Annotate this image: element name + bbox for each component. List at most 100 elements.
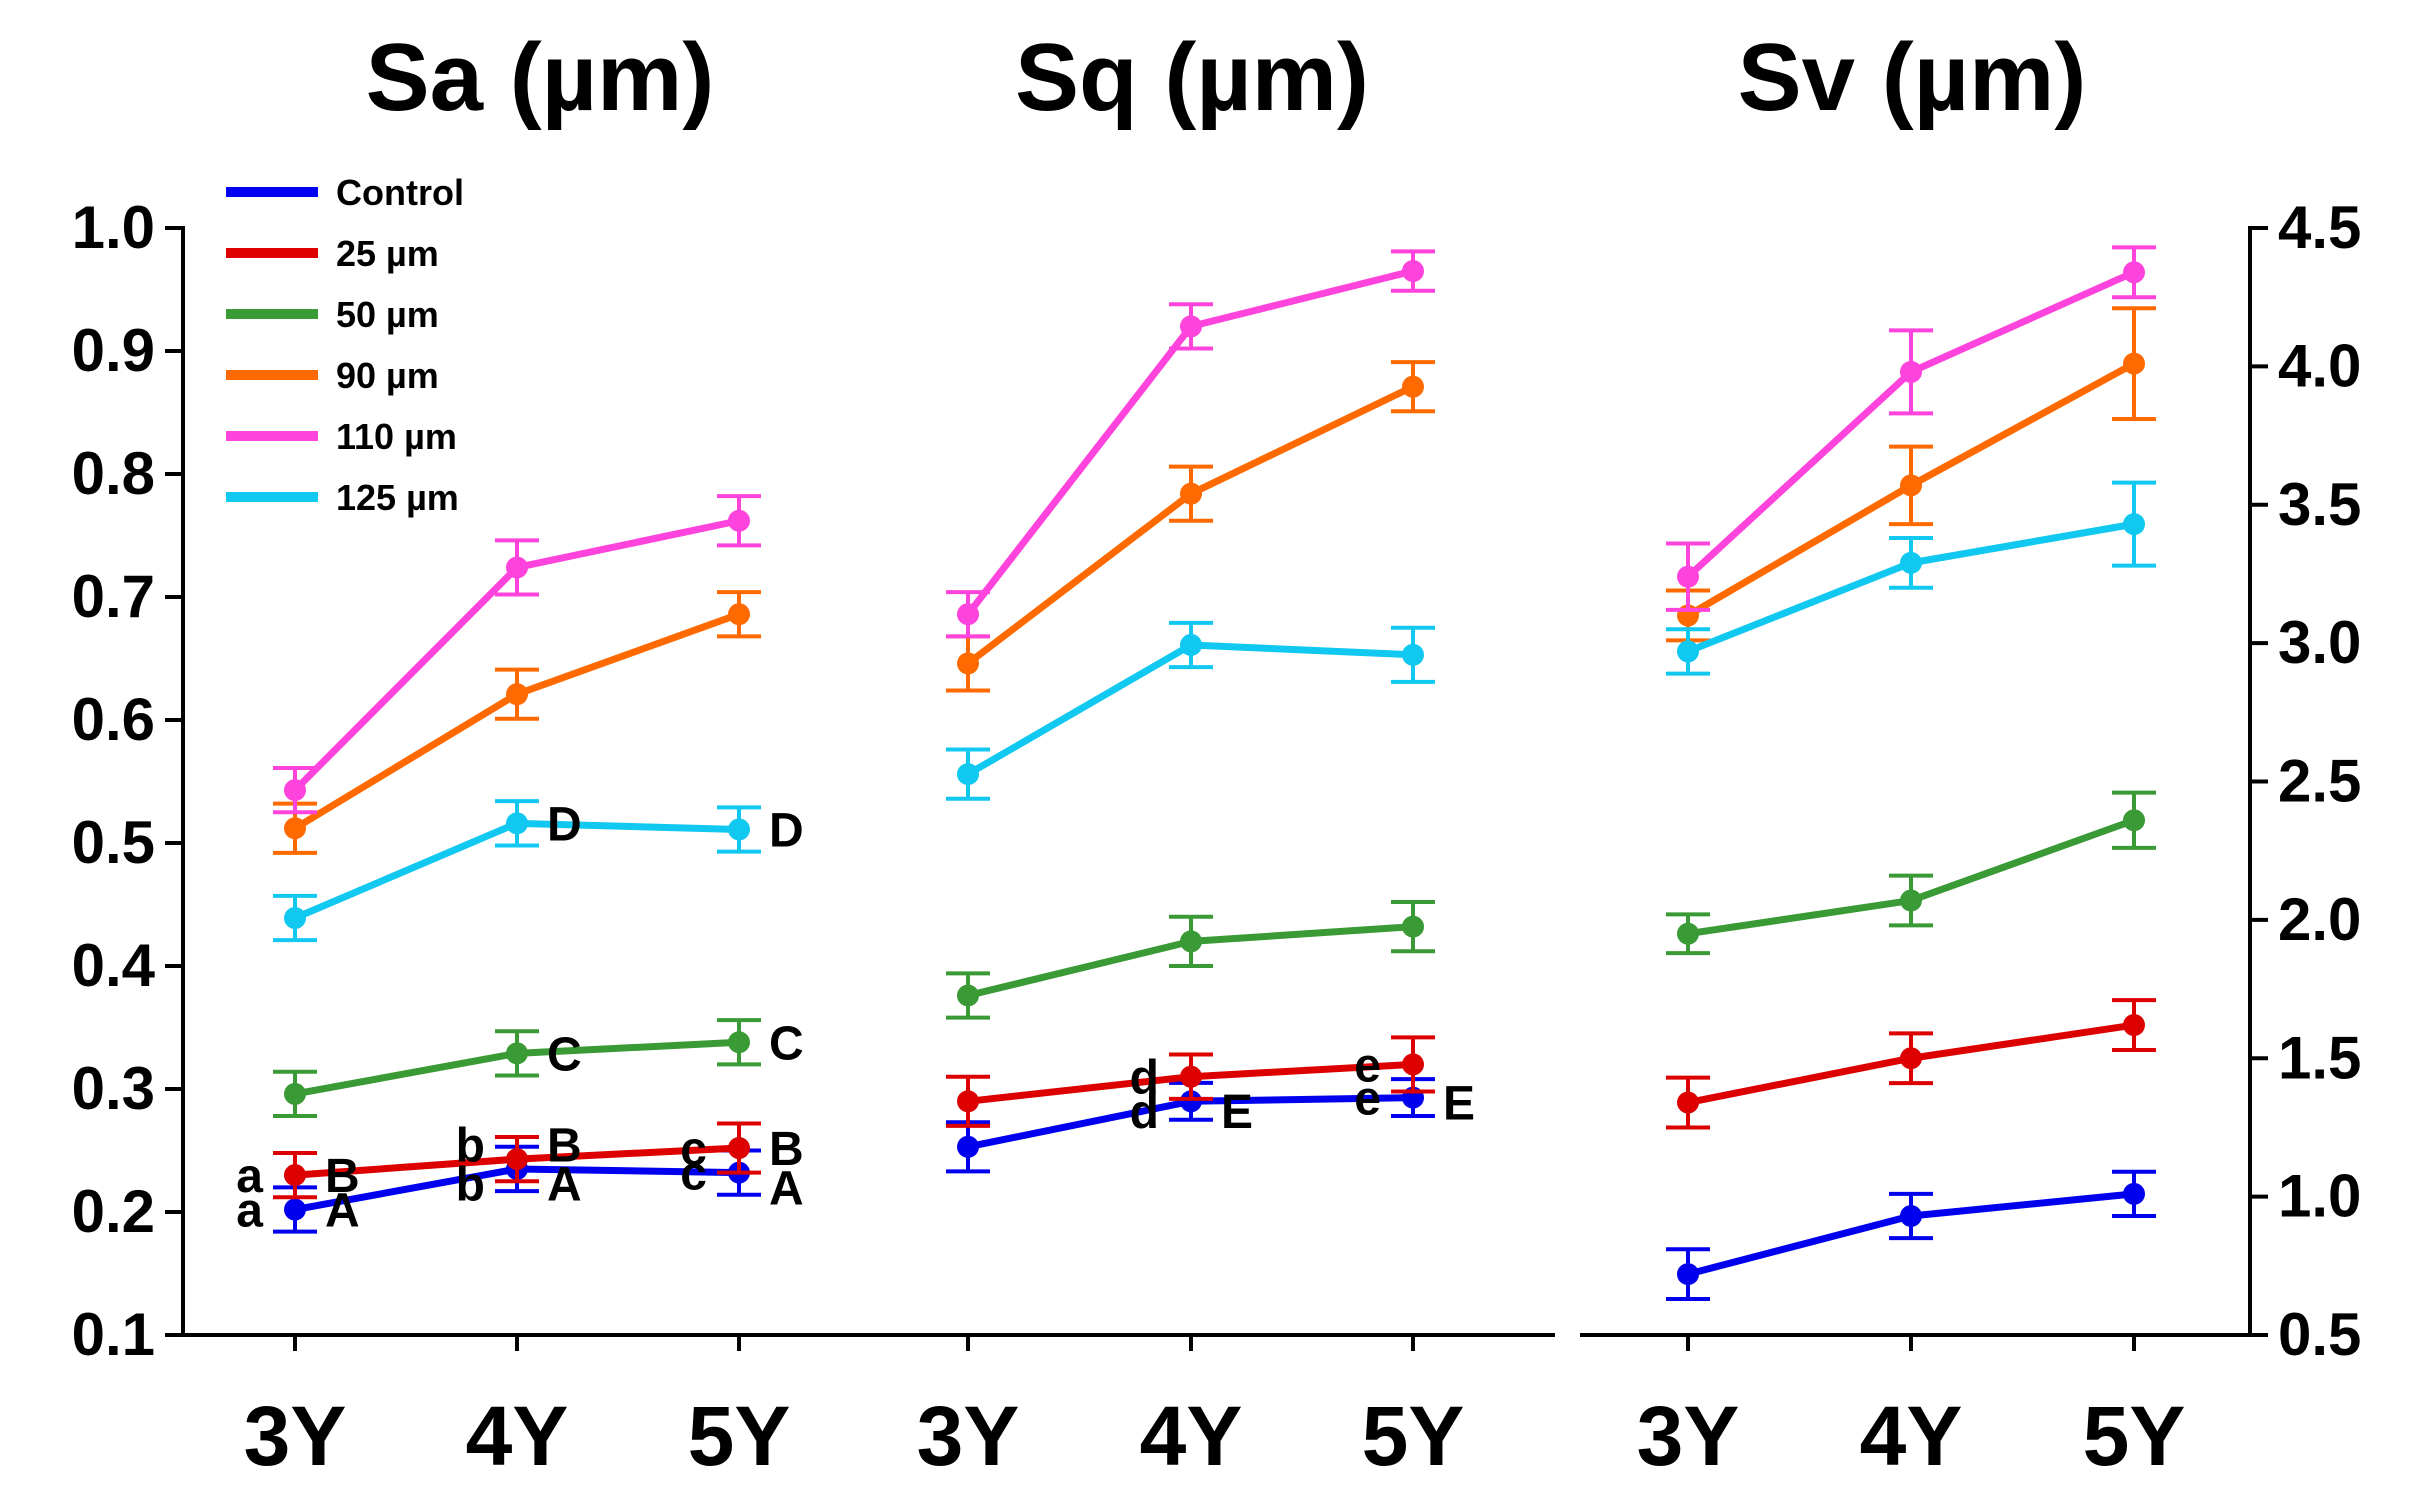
series-50-m <box>1666 790 2156 956</box>
x-tick-label: 3Y <box>917 1389 1020 1483</box>
series-125-m <box>1666 480 2156 676</box>
data-point <box>728 509 750 532</box>
x-tick-label: 3Y <box>1637 1389 1740 1483</box>
legend: Control 25 µm 50 µm 90 µm 110 µm 125 µm <box>226 172 464 518</box>
series-90-m <box>946 360 1435 693</box>
data-point <box>1900 889 1922 912</box>
significance-label: d <box>1130 1086 1159 1139</box>
significance-label: B <box>547 1119 582 1172</box>
data-point <box>2123 513 2145 536</box>
data-point <box>728 818 750 841</box>
significance-label: a <box>236 1150 263 1203</box>
significance-label: C <box>547 1028 582 1081</box>
significance-label: D <box>769 804 804 857</box>
significance-label: a <box>236 1185 263 1238</box>
panel-title: Sa (µm) <box>366 24 715 131</box>
x-tick-label: 4Y <box>1140 1389 1243 1483</box>
data-point <box>957 603 979 626</box>
x-tick-label: 3Y <box>244 1389 347 1483</box>
data-point <box>1900 360 1922 383</box>
data-point <box>284 1082 306 1105</box>
data-point <box>284 1198 306 1221</box>
series-110-m <box>946 249 1435 639</box>
right-y-tick-label: 3.0 <box>2278 609 2361 676</box>
significance-label: b <box>456 1159 485 1212</box>
data-point <box>284 907 306 930</box>
right-y-tick-label: 2.0 <box>2278 886 2361 953</box>
series-50-m <box>946 900 1435 1020</box>
legend-item-90-m: 90 µm <box>226 355 439 396</box>
significance-label: e <box>1354 1073 1381 1126</box>
data-point <box>284 817 306 840</box>
significance-label: A <box>547 1159 582 1212</box>
significance-label: B <box>769 1123 804 1176</box>
data-point <box>728 603 750 626</box>
series-110-m <box>273 494 761 815</box>
left-y-tick-label: 0.7 <box>72 563 155 630</box>
significance-label: b <box>456 1119 485 1172</box>
significance-label: c <box>680 1148 707 1201</box>
data-point <box>2123 1014 2145 1037</box>
panel-title: Sv (µm) <box>1738 24 2087 131</box>
series-50-m <box>273 1018 761 1119</box>
panel-sv-m: Sv (µm) 3Y 4Y 5Y <box>1580 24 2250 1483</box>
left-y-tick-label: 0.5 <box>72 809 155 876</box>
data-point <box>284 1164 306 1187</box>
data-point <box>1677 922 1699 945</box>
left-y-tick-label: 0.3 <box>72 1055 155 1122</box>
significance-label: d <box>1130 1052 1159 1105</box>
data-point <box>957 763 979 786</box>
left-y-tick-label: 0.8 <box>72 440 155 507</box>
legend-label: 125 µm <box>336 477 459 518</box>
right-y-tick-label: 1.5 <box>2278 1024 2361 1091</box>
left-y-tick-label: 0.6 <box>72 686 155 753</box>
significance-label: A <box>325 1185 360 1238</box>
right-y-tick-label: 1.0 <box>2278 1163 2361 1230</box>
left-y-tick-label: 1.0 <box>72 194 155 261</box>
series-25-m <box>1666 998 2156 1130</box>
series-25-m <box>946 1035 1435 1128</box>
data-point <box>1180 1065 1202 1088</box>
legend-label: 25 µm <box>336 233 439 274</box>
data-point <box>1677 565 1699 588</box>
data-point <box>506 1042 528 1065</box>
axes-layer: 0.1 0.2 0.3 0.4 0.5 0.6 0.7 0.8 0.9 1.0 0.5 1.0 1.5 2… <box>72 194 2362 1368</box>
data-point <box>506 812 528 835</box>
data-point <box>1402 1053 1424 1076</box>
legend-label: 110 µm <box>336 416 457 457</box>
x-tick-label: 4Y <box>1860 1389 1963 1483</box>
legend-item-25-m: 25 µm <box>226 233 439 274</box>
significance-label: E <box>1443 1078 1475 1131</box>
data-point <box>1402 643 1424 666</box>
legend-label: 50 µm <box>336 294 439 335</box>
series-125-m <box>946 620 1435 801</box>
data-point <box>728 1031 750 1054</box>
x-tick-label: 5Y <box>1362 1389 1465 1483</box>
x-tick-label: 5Y <box>2083 1389 2186 1483</box>
data-point <box>957 1090 979 1113</box>
series-90-m <box>1666 306 2156 643</box>
left-y-tick-label: 0.4 <box>72 932 156 999</box>
data-point <box>1180 930 1202 953</box>
data-point <box>506 1148 528 1171</box>
significance-label: B <box>325 1150 360 1203</box>
left-y-tick-label: 0.1 <box>72 1301 155 1368</box>
data-point <box>1900 474 1922 497</box>
right-y-tick-label: 3.5 <box>2278 471 2361 538</box>
panels-layer: Sa (µm) 3Y 4Y 5Y a Ba Ab Bb Ac Bc A C C D D Sq (µm) 3Y 4Y… <box>183 24 2250 1483</box>
x-tick-label: 4Y <box>466 1389 569 1483</box>
x-tick-label: 5Y <box>688 1389 791 1483</box>
data-point <box>2123 809 2145 832</box>
significance-label: E <box>1221 1086 1253 1139</box>
panel-title: Sq (µm) <box>1015 24 1369 131</box>
data-point <box>1180 633 1202 656</box>
data-point <box>1677 640 1699 663</box>
significance-label: A <box>769 1162 804 1215</box>
legend-label: Control <box>336 172 464 213</box>
right-y-tick-label: 4.5 <box>2278 194 2361 261</box>
legend-item-50-m: 50 µm <box>226 294 439 335</box>
series-125-m <box>273 799 761 943</box>
data-point <box>2123 261 2145 284</box>
data-point <box>1677 1263 1699 1286</box>
